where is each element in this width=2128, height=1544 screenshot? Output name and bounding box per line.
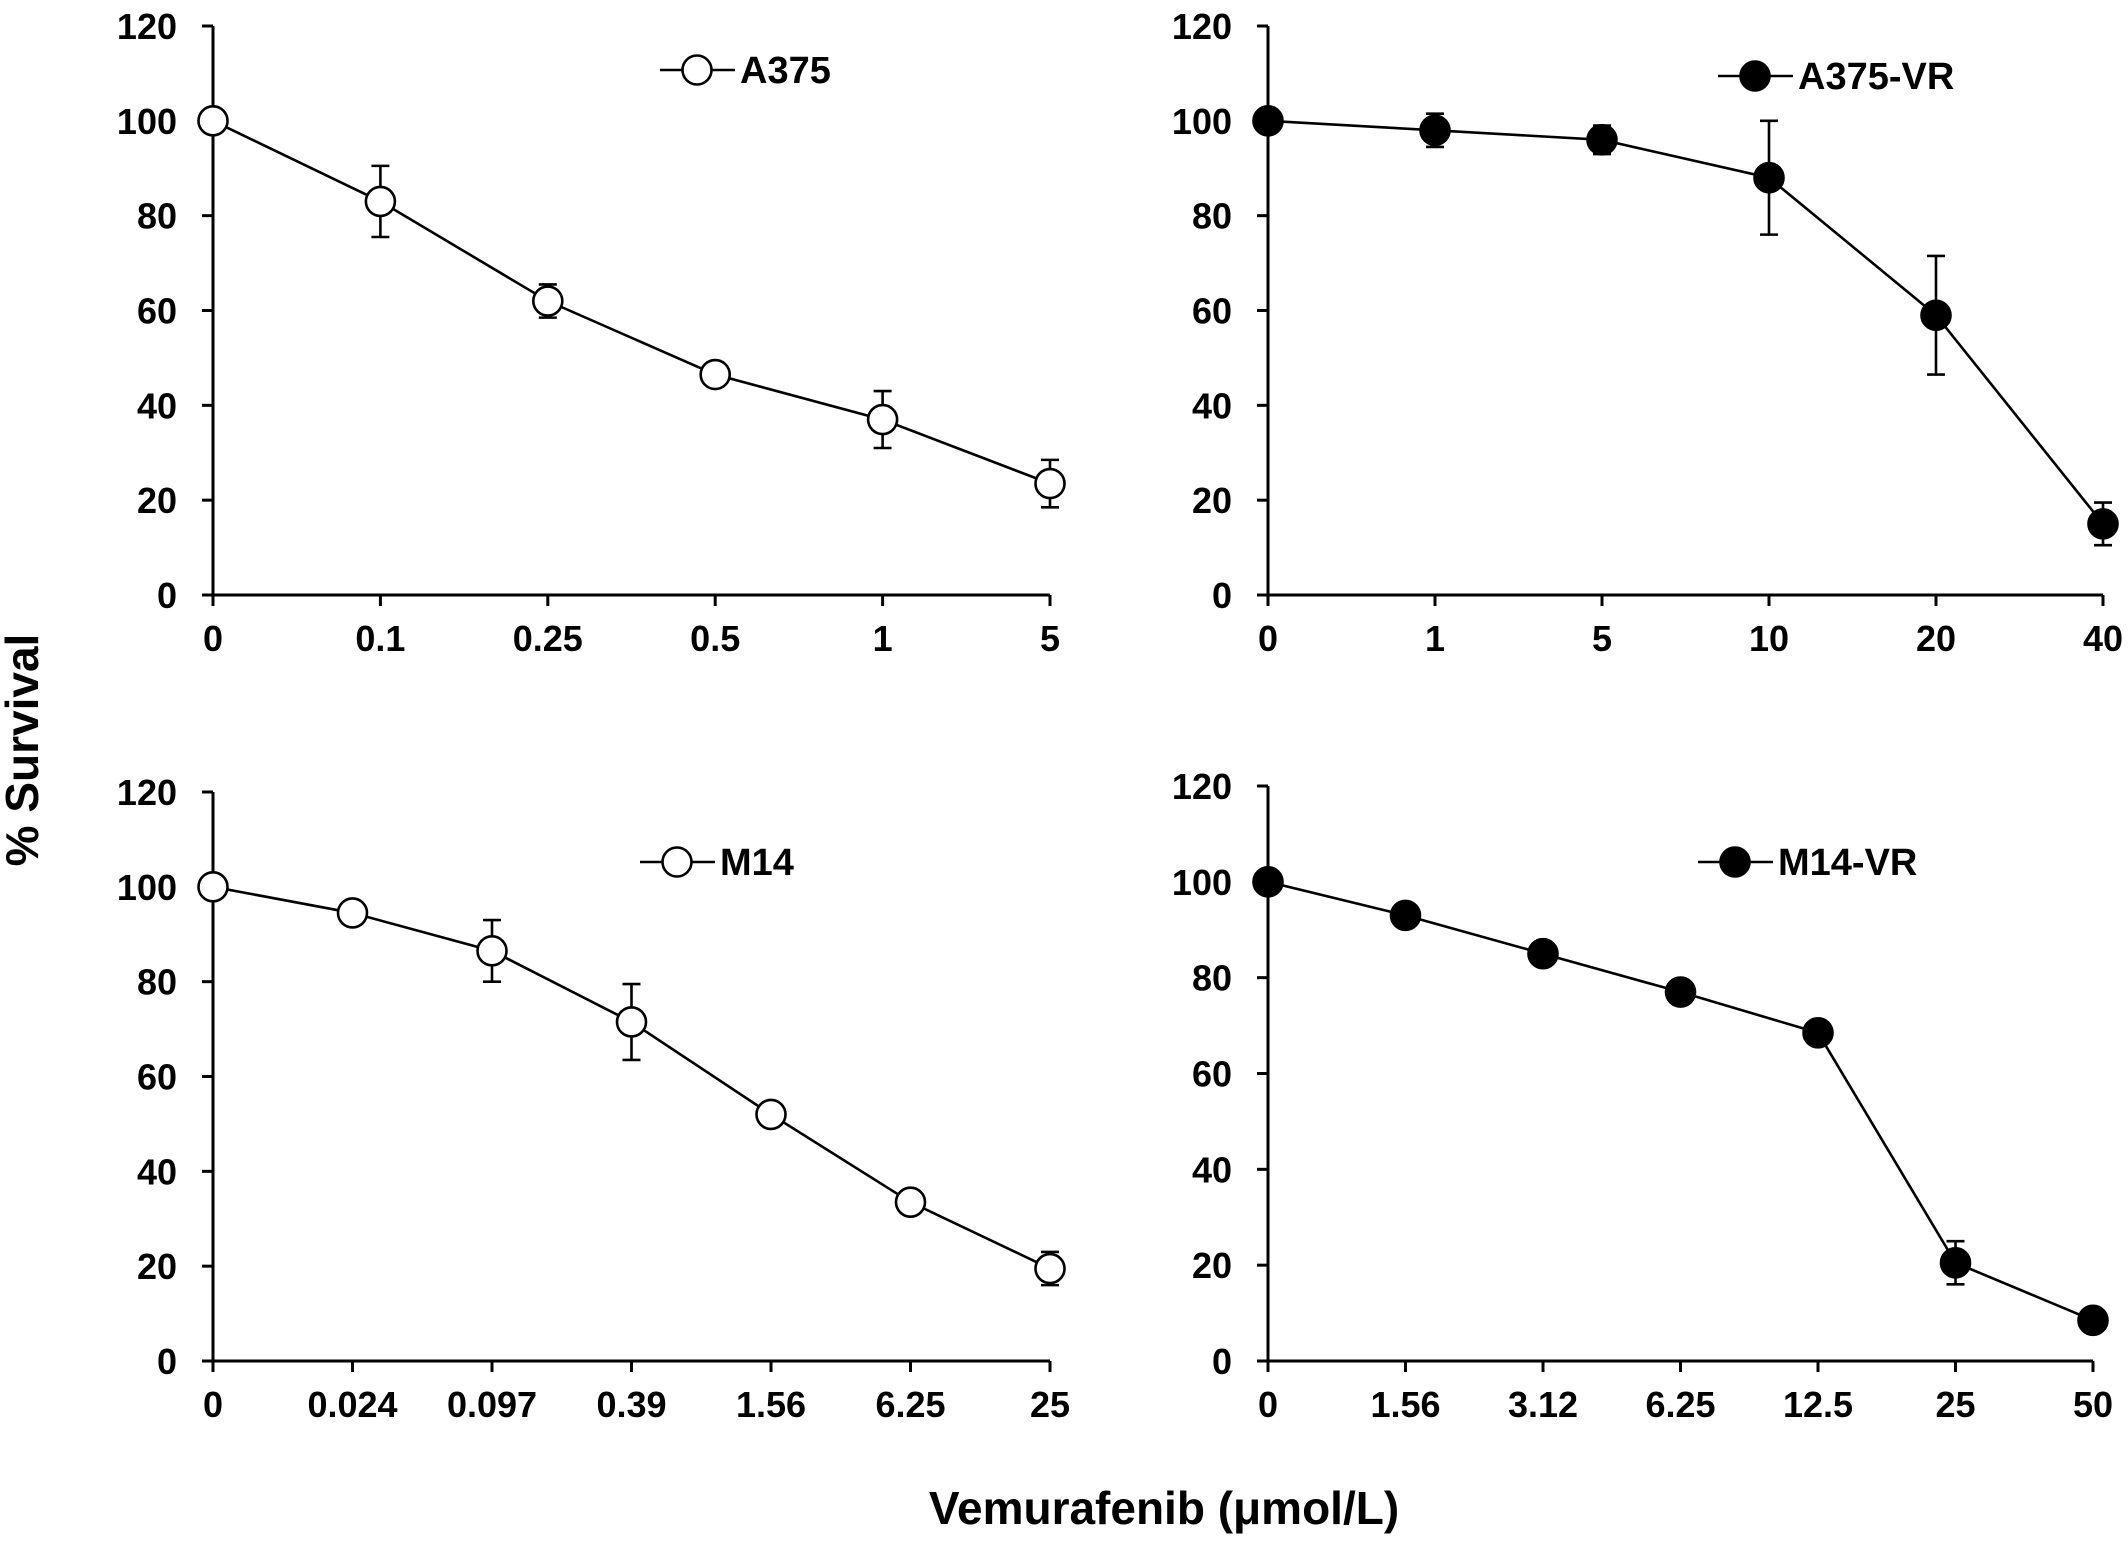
x-tick-label: 1.56 [1370, 1384, 1440, 1425]
x-tick-label: 1.56 [736, 1384, 806, 1425]
y-tick-label: 20 [1192, 1245, 1232, 1286]
y-tick-label: 20 [137, 480, 177, 521]
y-tick-label: 100 [117, 101, 177, 142]
legend-marker [681, 54, 713, 86]
y-tick-label: 0 [1212, 575, 1232, 616]
y-tick-label: 60 [1192, 1054, 1232, 1095]
y-tick-label: 20 [1192, 480, 1232, 521]
y-tick-label: 0 [157, 1341, 177, 1382]
legend-label: A375-VR [1798, 56, 1954, 98]
x-tick-label: 0.097 [447, 1384, 537, 1425]
y-tick-label: 60 [1192, 291, 1232, 332]
data-point [1389, 899, 1422, 932]
data-point [1664, 976, 1697, 1008]
chart-panel-3: 0 20 40 60 80 100 120 0 0.024 0.097 0.39 1.56 6.25 25… [117, 772, 1070, 1425]
data-point [1034, 1252, 1066, 1285]
legend-label: A375 [740, 50, 831, 92]
data-point [197, 871, 229, 903]
y-axis-title: % Survival [0, 634, 48, 867]
x-tick-label: 0.25 [513, 618, 583, 659]
legend-label: M14-VR [1778, 842, 1917, 884]
x-tick-label: 0.024 [307, 1384, 397, 1425]
x-tick-label: 5 [1040, 618, 1060, 659]
chart-panel-1: 0 20 40 60 80 100 120 0 0.1 0.25 0.5 1 5 A375 [117, 6, 1066, 659]
x-tick-label: 50 [2073, 1384, 2113, 1425]
chart-panel-4: 0 20 40 60 80 100 120 0 1.56 3.12 6.25 12.5 25 50 M14-… [1172, 766, 2113, 1425]
series-line-m14 [212, 885, 1051, 1270]
y-tick-label: 40 [137, 1151, 177, 1192]
data-point [1034, 467, 1066, 500]
x-axis-title: Vemurafenib (μmol/L) [929, 1482, 1399, 1534]
x-tick-label: 10 [1749, 618, 1789, 659]
x-tick-label: 0.1 [355, 618, 405, 659]
data-point [866, 403, 899, 436]
data-point [1586, 124, 1618, 156]
x-tick-label: 12.5 [1783, 1384, 1853, 1425]
y-tick-label: 40 [137, 385, 177, 426]
x-tick-label: 0 [1258, 618, 1278, 659]
data-point [1753, 161, 1785, 194]
y-tick-label: 120 [117, 772, 177, 813]
data-point [336, 897, 369, 929]
y-tick-label: 120 [1172, 6, 1232, 47]
data-point [531, 285, 564, 317]
data-point [1252, 105, 1284, 137]
series-line-a375 [212, 119, 1051, 485]
x-tick-label: 6.25 [875, 1384, 945, 1425]
y-tick-label: 100 [1172, 862, 1232, 903]
data-point [1802, 1016, 1834, 1049]
data-point [615, 1006, 648, 1038]
data-point [364, 185, 397, 218]
data-point [699, 358, 732, 391]
x-tick-label: 3.12 [1508, 1384, 1578, 1425]
y-tick-label: 120 [1172, 766, 1232, 807]
y-tick-label: 100 [117, 867, 177, 908]
series-line-a375-vr [1267, 119, 2105, 525]
data-point [1939, 1246, 1972, 1279]
y-tick-label: 120 [117, 6, 177, 47]
x-tick-label: 1 [873, 618, 893, 659]
x-tick-label: 0 [203, 1384, 223, 1425]
x-tick-label: 1 [1425, 618, 1445, 659]
x-tick-label: 25 [1935, 1384, 1975, 1425]
series-line-m14-vr [1267, 880, 2094, 1322]
y-tick-label: 60 [137, 291, 177, 332]
y-tick-label: 80 [1192, 958, 1232, 999]
data-point [894, 1186, 927, 1218]
legend-marker [661, 846, 693, 878]
legend-label: M14 [720, 842, 794, 884]
y-tick-label: 40 [1192, 385, 1232, 426]
legend-marker [1719, 846, 1751, 878]
data-point [1920, 299, 1952, 332]
y-tick-label: 60 [137, 1057, 177, 1098]
x-tick-label: 0 [1258, 1384, 1278, 1425]
x-tick-label: 40 [2083, 618, 2123, 659]
legend-marker [1739, 60, 1771, 92]
chart-panel-2: 0 20 40 60 80 100 120 0 1 5 10 20 40 A375-VR [1172, 6, 2123, 659]
y-tick-label: 0 [1212, 1341, 1232, 1382]
y-tick-label: 20 [137, 1246, 177, 1287]
x-tick-label: 0.39 [596, 1384, 666, 1425]
y-tick-label: 80 [137, 196, 177, 237]
data-point [1527, 937, 1559, 970]
y-tick-label: 40 [1192, 1149, 1232, 1190]
data-point [1252, 866, 1284, 898]
x-tick-label: 0.5 [690, 618, 740, 659]
y-tick-label: 80 [1192, 196, 1232, 237]
y-tick-label: 80 [137, 962, 177, 1003]
x-tick-label: 5 [1592, 618, 1612, 659]
data-point [197, 105, 229, 137]
x-tick-label: 25 [1030, 1384, 1070, 1425]
x-tick-label: 6.25 [1645, 1384, 1715, 1425]
data-point [476, 935, 508, 967]
data-point [1419, 114, 1451, 147]
y-tick-label: 100 [1172, 101, 1232, 142]
data-point [2087, 508, 2119, 540]
y-tick-label: 0 [157, 575, 177, 616]
x-tick-label: 20 [1916, 618, 1956, 659]
data-point [755, 1098, 787, 1131]
x-tick-label: 0 [203, 618, 223, 659]
data-point [2077, 1304, 2109, 1337]
